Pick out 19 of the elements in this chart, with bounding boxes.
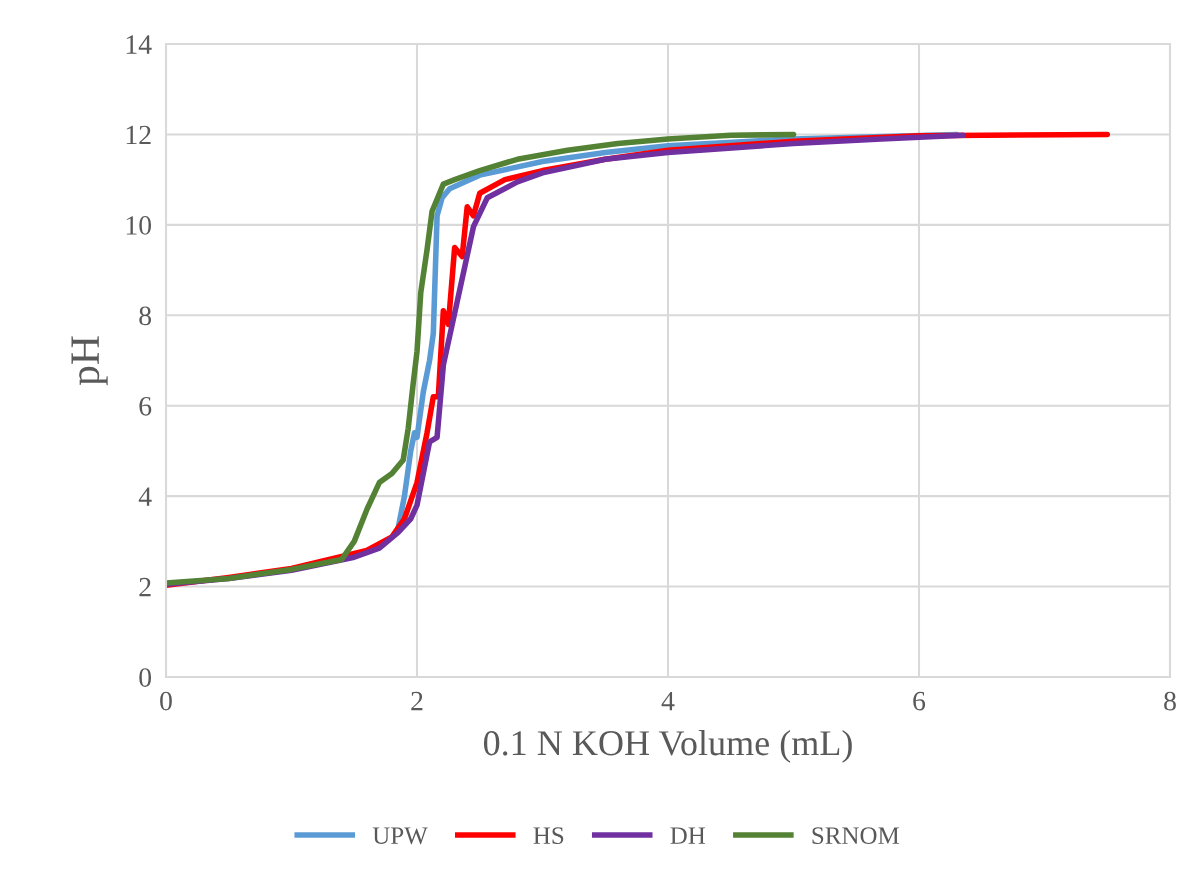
y-tick-label: 10 [126,216,152,235]
x-tick-label: 6 [913,691,926,711]
legend-label: SRNOM [812,827,900,845]
legend-label: HS [533,827,564,845]
y-axis-title: pH [71,336,108,386]
x-tick-label: 0 [160,691,172,711]
y-tick-label: 4 [138,487,152,506]
x-axis-title: 0.1 N KOH Volume (mL) [483,729,852,763]
x-tick-label: 8 [1164,691,1176,711]
y-tick-label: 12 [126,125,151,145]
y-tick-label: 2 [139,577,151,597]
y-tick-label: 0 [139,668,152,687]
y-tick-label: 14 [126,35,152,54]
legend-label: UPW [372,827,428,845]
legend-label: DH [670,827,706,844]
x-tick-label: 2 [411,691,423,711]
y-tick-label: 6 [139,396,152,416]
y-tick-label: 8 [139,306,152,326]
x-tick-label: 4 [661,691,675,711]
